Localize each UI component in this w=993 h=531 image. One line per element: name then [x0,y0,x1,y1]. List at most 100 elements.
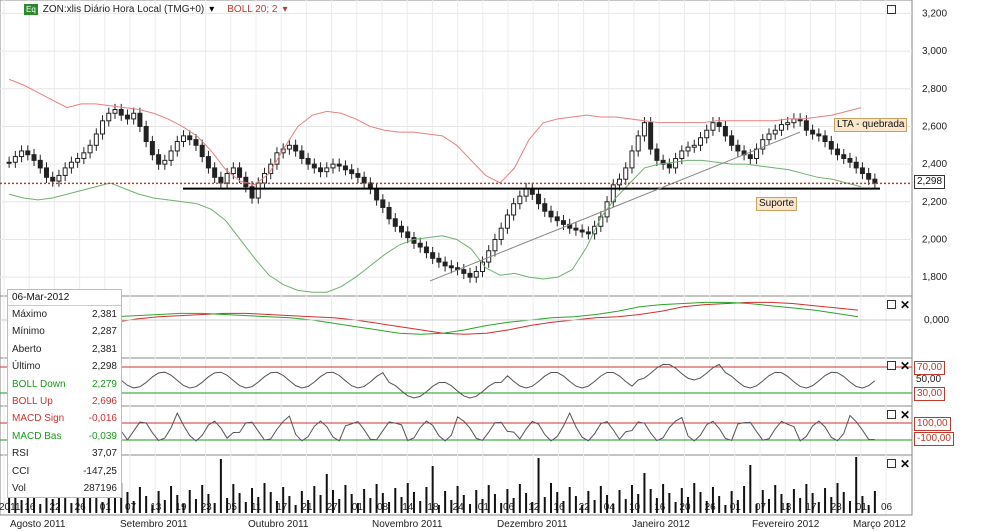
candle [660,159,666,165]
candle [68,161,74,169]
candle [274,152,280,165]
candle [149,141,155,156]
x-tick-label: 23 [831,502,843,513]
candle [324,167,330,173]
candle [118,108,124,116]
trend-line [429,131,801,282]
suporte-annotation[interactable]: Suporte [756,197,798,211]
chart-title[interactable]: ZON:xlis Diário Hora Local (TMG+0) [42,3,205,15]
close-rsi-panel-icon[interactable]: ✕ [900,359,911,373]
equity-badge[interactable]: Eq [24,3,38,15]
x-tick-label: 13 [150,502,162,513]
candle [237,167,243,178]
candle [56,174,62,182]
candle [816,133,822,137]
candle [187,135,193,141]
cci-100-tag: 100,00 [914,417,951,431]
candle [392,218,398,227]
candle [747,154,753,159]
candle [436,257,442,263]
data-window-row-label: MACD Sign [12,413,65,425]
data-window-row: Mínimo 2,287 [8,323,121,340]
maximize-rsi-panel-icon[interactable] [887,361,896,370]
candle [100,120,106,135]
candle [174,141,180,152]
cci-line [8,411,875,442]
candle [181,135,187,143]
candle [305,157,311,165]
candle [25,150,31,156]
boll-lower-line [8,159,862,293]
candle [106,112,112,122]
data-window-row-value: 2,298 [91,361,117,373]
candle [12,156,18,163]
candle [579,229,585,233]
candle [803,120,809,131]
candle [124,114,130,120]
candle [349,169,355,175]
data-window-row: CCI -147,25 [8,463,121,480]
maximize-cci-panel-icon[interactable] [887,410,896,419]
chart-header: Eq ZON:xlis Diário Hora Local (TMG+0) ▾ … [24,2,288,16]
x-tick-label: 22 [49,502,61,513]
candle [853,161,859,169]
candle [399,225,405,233]
candle [411,237,417,244]
candle [143,125,149,143]
y-tick-label: 1,800 [922,272,947,283]
data-window-row-value: -0,039 [88,430,117,442]
x-tick-label: 12 [528,502,540,513]
close-macd-panel-icon[interactable]: ✕ [900,298,911,312]
x-tick-label: 20 [679,502,691,513]
data-window-row-value: 2,279 [91,378,117,390]
candle [504,214,510,229]
candle [722,125,728,137]
candle [835,148,841,156]
candle [791,118,797,124]
candle [405,231,411,239]
y-tick-label: 3,200 [922,8,947,19]
data-window-row-label: Aberto [12,343,42,355]
x-tick-label: 01 [730,502,742,513]
macd-signal-line [6,301,859,335]
data-window-row: BOLL Up 2,696 [8,393,121,410]
candle [218,176,224,184]
candle [623,167,629,180]
candle [772,129,778,135]
close-volume-panel-icon[interactable]: ✕ [900,457,911,471]
candle [461,269,467,274]
data-window-row-label: Mínimo [12,326,45,338]
candle [212,167,218,178]
y-tick-label: 2,200 [922,197,947,208]
maximize-macd-panel-icon[interactable] [887,300,896,309]
maximize-volume-panel-icon[interactable] [887,459,896,468]
candle [75,157,81,163]
lta-annotation[interactable]: LTA - quebrada [834,118,908,132]
close-cci-panel-icon[interactable]: ✕ [900,408,911,422]
candle [255,182,261,199]
x-tick-label: 17 [276,502,288,513]
candle [778,124,784,131]
x-tick-label: 06 [881,502,893,513]
candle [523,188,529,197]
y-tick-label: 3,000 [922,46,947,57]
candle [828,141,834,150]
candle [585,231,591,235]
candle [156,154,162,165]
month-label: Março 2012 [853,519,906,530]
candle [467,272,473,278]
x-tick-label: 23 [201,502,213,513]
maximize-price-panel-icon[interactable] [887,5,896,14]
dropdown-arrow-icon[interactable]: ▾ [282,3,288,15]
data-window-row-label: CCI [12,465,30,477]
data-window-row-value: 2,287 [91,326,117,338]
boll-indicator-label[interactable]: BOLL 20; 2 [227,3,278,15]
x-tick-label: 16 [553,502,565,513]
y-tick-label: 2,000 [922,234,947,245]
dropdown-arrow-icon[interactable]: ▾ [209,3,215,15]
candle [492,238,498,252]
candle [554,216,560,222]
x-tick-label: 16 [24,502,36,513]
candle [43,167,49,178]
candle [697,137,703,146]
